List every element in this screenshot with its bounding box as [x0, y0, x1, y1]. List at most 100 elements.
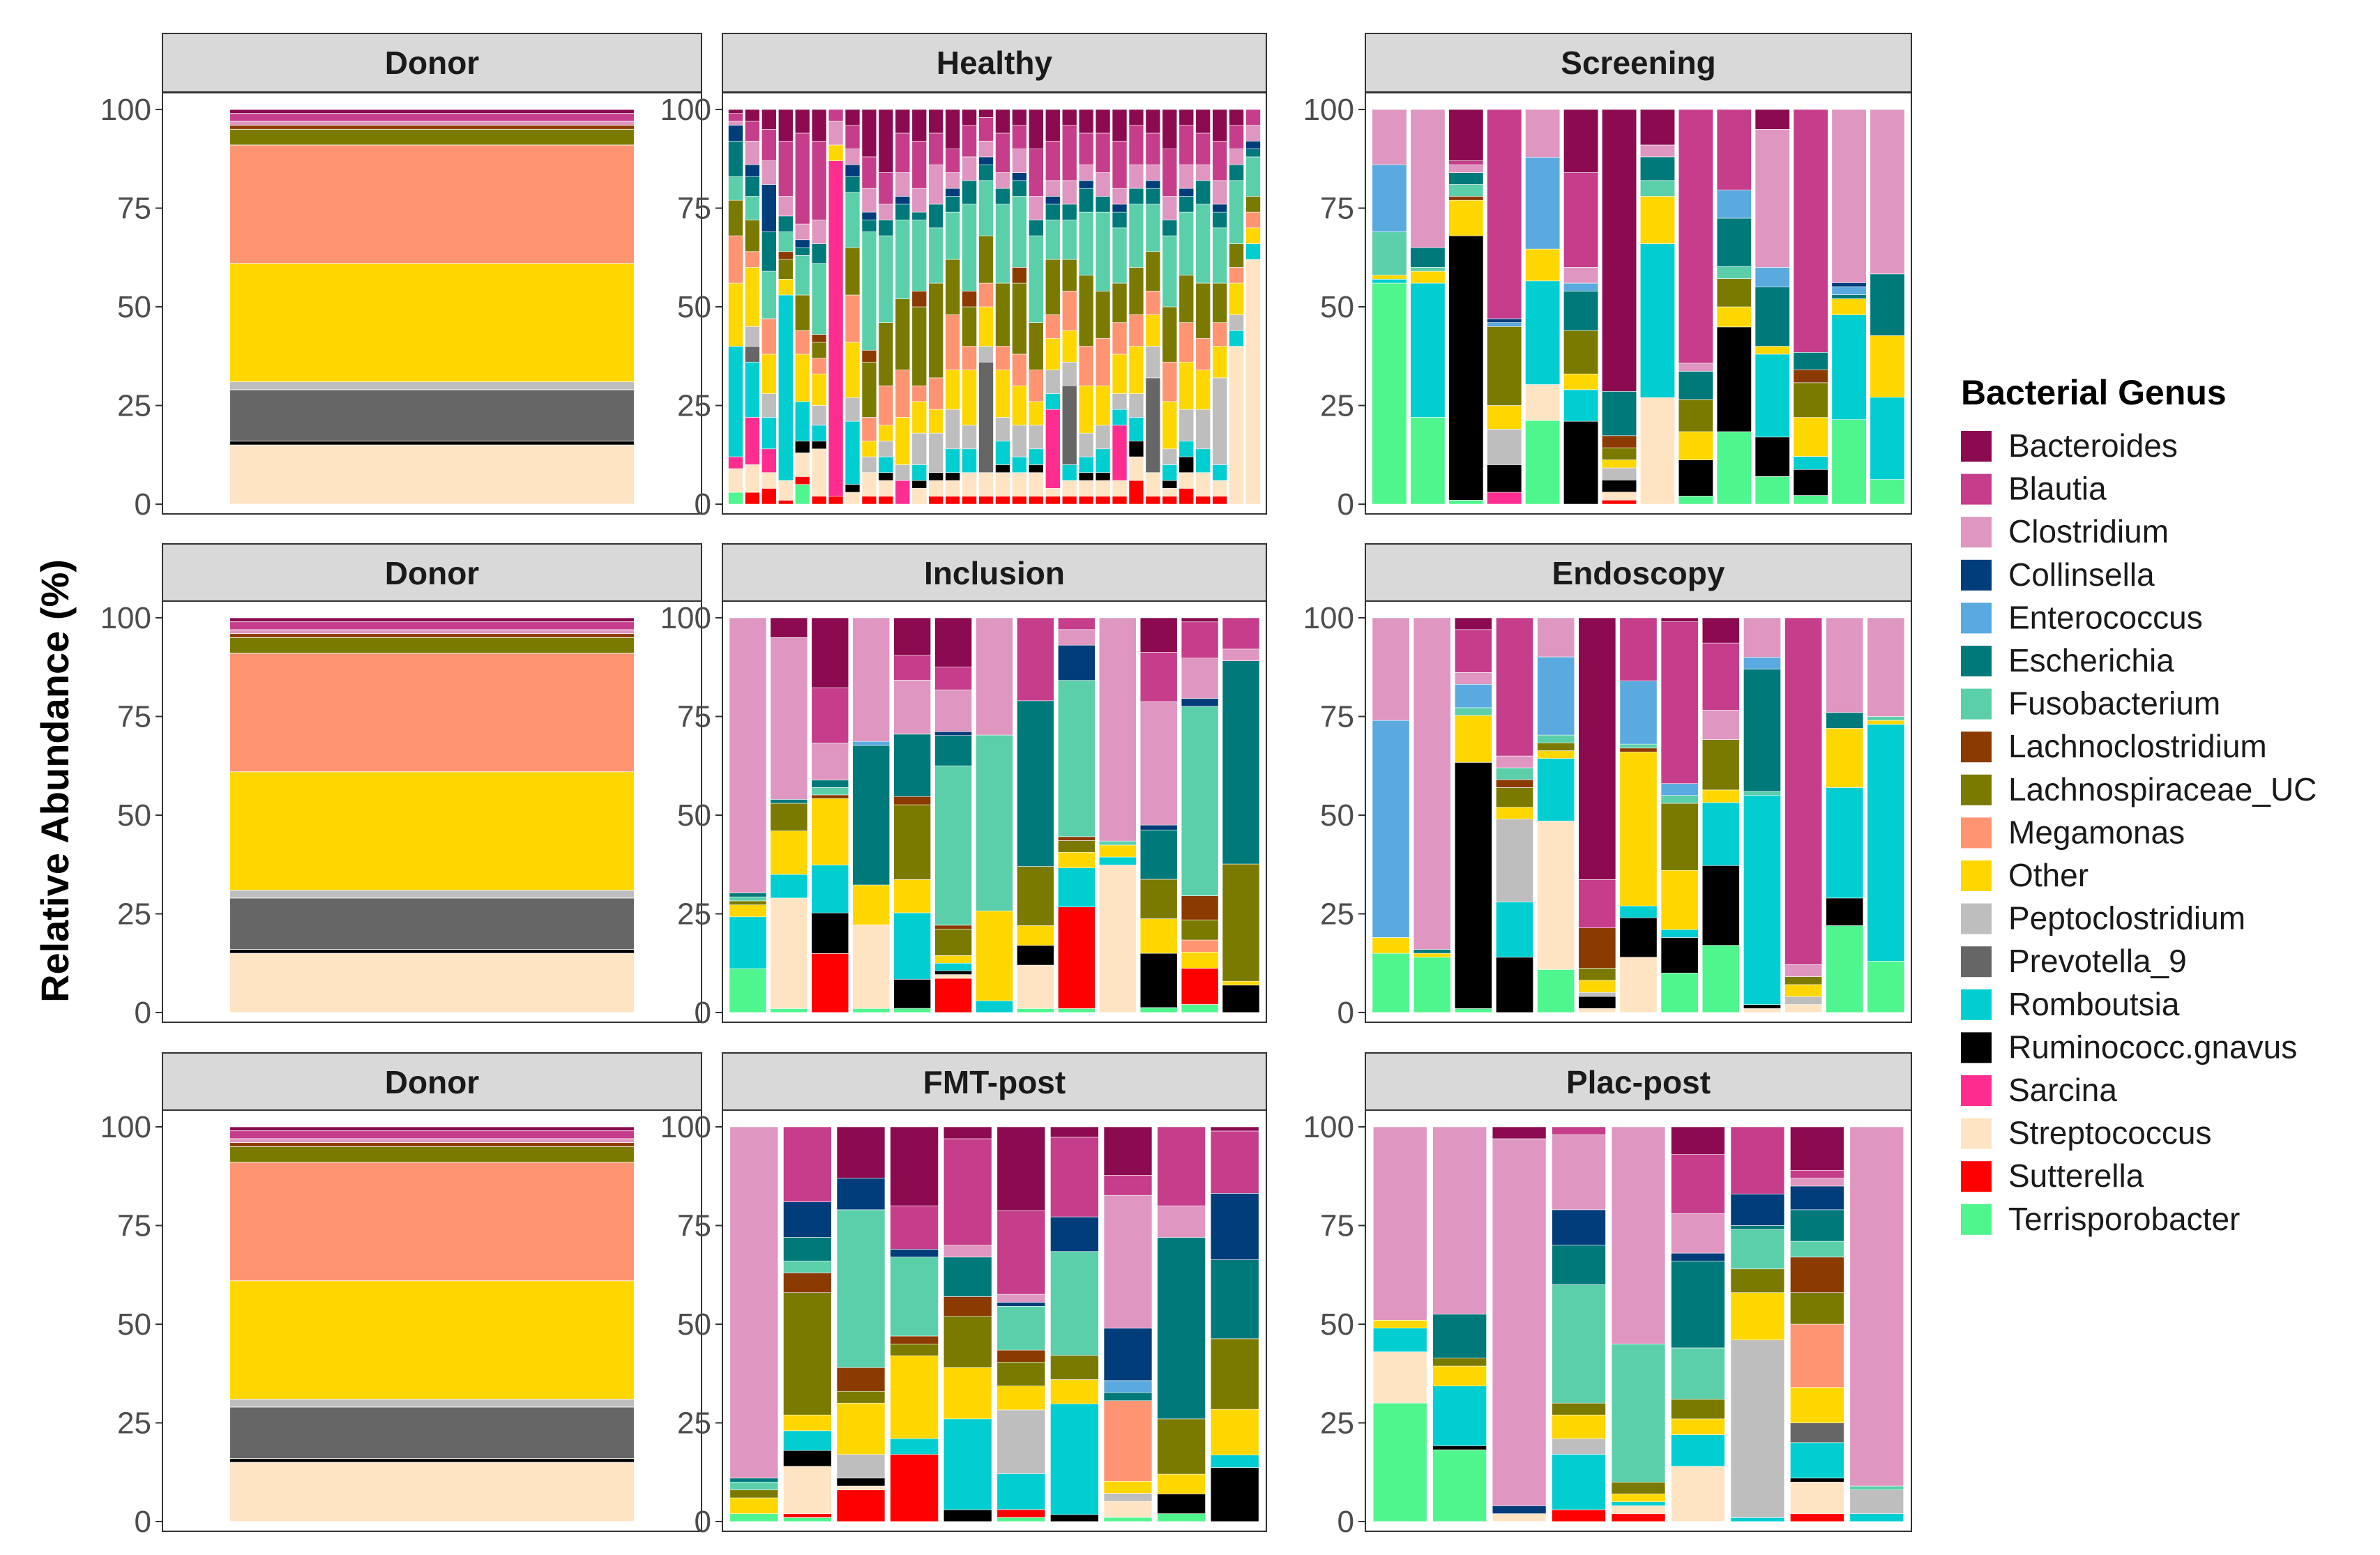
bar-segment-ruminococc-gnavus	[995, 464, 1010, 473]
bar-segment-ruminococc-gnavus	[1563, 420, 1599, 505]
bar-sample-6	[996, 1126, 1046, 1522]
legend-item-bacteroides: Bacteroides	[1961, 427, 2178, 464]
bar-segment-blautia	[811, 688, 849, 744]
legend-swatch	[1961, 1075, 1992, 1106]
bar-segment-blautia	[1496, 617, 1533, 757]
bar-segment-ruminococc-gnavus	[794, 441, 810, 453]
bar-segment-other	[1432, 1365, 1487, 1386]
panel-strip	[722, 543, 1267, 603]
bar-segment-other	[1671, 1418, 1725, 1435]
bar-sample-3	[1492, 1126, 1547, 1522]
bar-segment-clostridium	[1790, 1178, 1844, 1187]
bar-segment-peptoclostridium	[928, 432, 943, 473]
bar-segment-terrisporobacter	[1157, 1513, 1206, 1522]
bar-segment-bacteroides	[1112, 109, 1128, 142]
bar-segment-sarcina	[895, 480, 911, 505]
bar-segment-peptoclostridium	[1229, 314, 1244, 331]
bar-segment-escherichia	[1639, 156, 1675, 181]
legend-label: Lachnoclostridium	[2008, 728, 2267, 764]
bar-segment-collinsella	[745, 164, 760, 177]
bar-segment-megamonas	[1212, 322, 1227, 347]
bar-segment-blautia	[1222, 617, 1260, 650]
bar-sample-13	[1222, 617, 1260, 1013]
bar-sample-1	[229, 1126, 635, 1522]
bar-segment-blautia	[1181, 621, 1219, 659]
bar-segment-other	[811, 798, 849, 865]
bar-segment-enterococcus	[852, 741, 890, 746]
bar-segment-peptoclostridium	[1602, 467, 1637, 480]
bar-segment-megamonas	[945, 314, 960, 370]
panel-title: Donor	[385, 1064, 480, 1100]
bar-segment-peptoclostridium	[1112, 393, 1128, 410]
bar-segment-fusobacterium	[1212, 227, 1227, 284]
bar-segment-romboutsia	[1552, 1454, 1606, 1510]
bar-segment-blautia	[1730, 1126, 1785, 1194]
bar-segment-clostridium	[1145, 164, 1161, 181]
legend-swatch	[1961, 431, 1992, 462]
bar-segment-bacteroides	[996, 1126, 1046, 1211]
bar-segment-blautia	[1552, 1126, 1606, 1135]
bar-segment-bacteroides	[911, 109, 927, 142]
bar-segment-romboutsia	[1045, 393, 1061, 410]
bar-segment-lachnospiraceae-uc	[928, 282, 943, 379]
bar-segment-collinsella	[1145, 180, 1161, 189]
bar-segment-collinsella	[1050, 1216, 1099, 1252]
panel-title: Screening	[1561, 45, 1715, 81]
bar-segment-collinsella	[1492, 1505, 1547, 1514]
bar-segment-blautia	[1671, 1154, 1725, 1214]
bar-sample-7	[1619, 617, 1658, 1013]
bar-segment-peptoclostridium	[229, 890, 635, 899]
bar-sample-16	[978, 109, 994, 505]
bar-segment-romboutsia	[1210, 1455, 1259, 1468]
legend-item-lachnospiraceae-uc: Lachnospiraceae_UC	[1961, 771, 2317, 807]
bar-sample-1	[229, 617, 635, 1013]
bar-segment-escherichia	[844, 176, 861, 193]
bar-segment-sutterella	[1012, 496, 1027, 505]
bar-segment-lachnospiraceae-uc	[1563, 330, 1599, 374]
bar-segment-blautia	[229, 113, 635, 122]
bar-segment-enterococcus	[1103, 1380, 1153, 1393]
bar-segment-clostridium	[996, 1294, 1046, 1303]
bar-segment-lachnoclostridium	[1448, 196, 1484, 201]
bar-segment-bacteroides	[928, 109, 943, 134]
bar-segment-romboutsia	[1012, 456, 1027, 473]
y-tick-label: 50	[1320, 290, 1354, 324]
bar-segment-clostridium	[1611, 1126, 1666, 1344]
bar-segment-ruminococc-gnavus	[1157, 1494, 1206, 1514]
bar-segment-peptoclostridium	[1012, 425, 1027, 457]
bar-segment-terrisporobacter	[1372, 953, 1410, 1013]
bar-segment-clostridium	[1432, 1126, 1487, 1315]
bar-sample-3	[1454, 617, 1492, 1013]
bar-segment-other	[761, 354, 777, 394]
bar-segment-ruminococc-gnavus	[1790, 1478, 1844, 1482]
bar-segment-clostridium	[1181, 658, 1219, 699]
bar-segment-lachnospiraceae-uc	[844, 247, 861, 296]
bar-segment-lachnospiraceae-uc	[1487, 326, 1522, 406]
legend-swatch	[1961, 559, 1992, 591]
bar-segment-blautia	[1157, 1126, 1206, 1206]
bar-segment-ruminococc-gnavus	[811, 441, 827, 450]
y-tick-label: 75	[677, 1209, 711, 1243]
bar-segment-collinsella	[890, 1249, 939, 1258]
bar-segment-streptococcus	[1017, 964, 1054, 1009]
bar-segment-romboutsia	[1537, 758, 1575, 821]
bar-sample-26	[1145, 109, 1161, 505]
bar-segment-terrisporobacter	[996, 1517, 1046, 1522]
bar-segment-blautia	[878, 172, 894, 205]
bar-segment-clostridium	[1162, 196, 1178, 220]
bar-segment-bacteroides	[229, 109, 635, 114]
bar-segment-terrisporobacter	[729, 1513, 779, 1522]
bar-segment-prevotella-9	[978, 361, 994, 473]
bar-segment-other	[976, 910, 1013, 1001]
bar-segment-blautia	[1012, 125, 1027, 149]
bar-segment-escherichia	[1563, 291, 1599, 331]
bar-segment-enterococcus	[1619, 681, 1658, 745]
bar-segment-clostridium	[1245, 125, 1261, 142]
bar-segment-bacteroides	[1448, 109, 1484, 161]
bar-segment-streptococcus	[934, 974, 972, 979]
bar-segment-other	[1537, 750, 1575, 759]
bar-segment-bacteroides	[978, 109, 994, 118]
bar-segment-escherichia	[778, 215, 794, 232]
bar-segment-sutterella	[978, 496, 994, 505]
bar-segment-fusobacterium	[1012, 196, 1027, 268]
